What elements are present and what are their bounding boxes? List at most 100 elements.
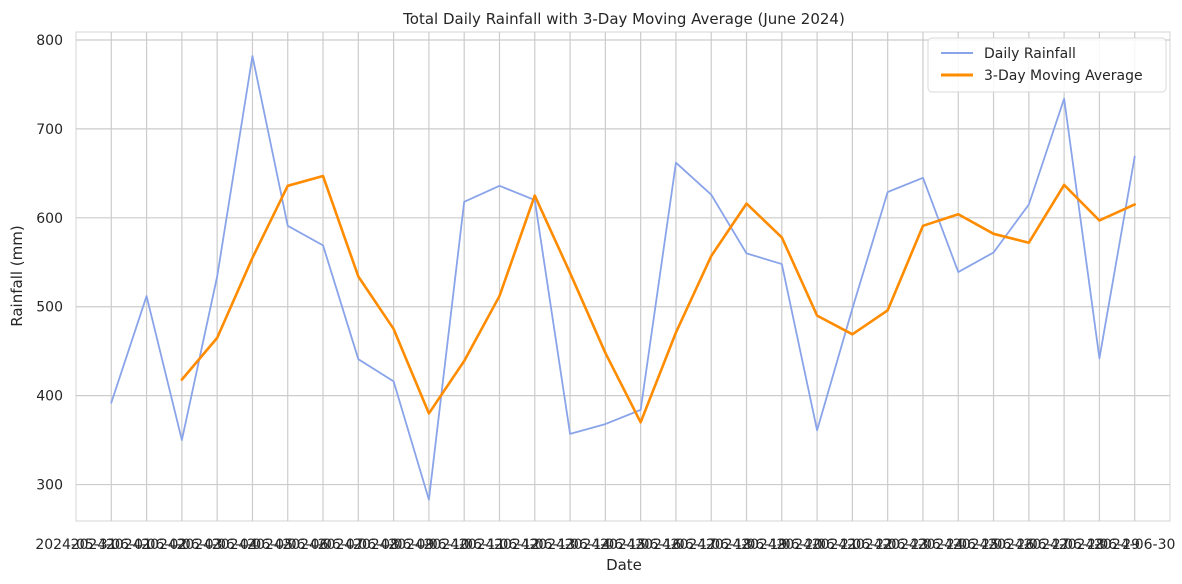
x-tick-label: 2024-06-27 (988, 537, 1069, 553)
x-tick-label: 2024-06-10 (388, 537, 469, 553)
data-point-moving-average (249, 255, 255, 261)
data-point-moving-average (708, 253, 714, 259)
x-tick-label: 2024-06-18 (671, 537, 752, 553)
data-point-moving-average (779, 234, 785, 240)
data-point-moving-average (991, 231, 997, 237)
legend-label-moving-average: 3-Day Moving Average (984, 68, 1143, 84)
data-point-daily-rainfall (144, 293, 150, 299)
data-point-moving-average (426, 410, 432, 416)
x-tick-label: 2024-06-11 (424, 537, 505, 553)
x-tick-label: 2024-06-28 (1023, 537, 1104, 553)
data-point-daily-rainfall (1096, 355, 1102, 361)
x-tick-label: 2024-06-26 (953, 537, 1034, 553)
x-tick-label: 2024-06-12 (459, 537, 540, 553)
y-tick-label: 500 (36, 300, 63, 316)
x-tick-label: 2024-06-21 (776, 537, 857, 553)
x-tick-label: 2024-06-30 (1094, 537, 1175, 553)
data-point-moving-average (461, 358, 467, 364)
y-tick-label: 800 (36, 33, 63, 49)
data-point-daily-rainfall (885, 189, 891, 195)
data-point-daily-rainfall (179, 437, 185, 443)
x-tick-label: 2024-06-14 (529, 537, 610, 553)
x-tick-label: 2024-06-15 (565, 537, 646, 553)
x-tick-label: 2024-06-19 (706, 537, 787, 553)
x-tick-label: 2024-06-06 (247, 537, 328, 553)
data-point-daily-rainfall (320, 242, 326, 248)
chart-title: Total Daily Rainfall with 3-Day Moving A… (402, 10, 845, 28)
y-axis-ticks: 300 400 500 600 700 800 (36, 33, 63, 494)
data-point-moving-average (849, 331, 855, 337)
data-point-moving-average (885, 307, 891, 313)
data-point-daily-rainfall (461, 199, 467, 205)
data-point-moving-average (214, 335, 220, 341)
series-lines (108, 53, 1138, 503)
x-tick-label: 2024-06-08 (318, 537, 399, 553)
data-point-daily-rainfall (1026, 201, 1032, 207)
y-axis-label: Rainfall (mm) (8, 225, 26, 326)
x-tick-label: 2024-06-22 (812, 537, 893, 553)
data-point-moving-average (179, 377, 185, 383)
data-point-daily-rainfall (602, 421, 608, 427)
data-point-moving-average (673, 330, 679, 336)
data-point-moving-average (1061, 182, 1067, 188)
data-point-moving-average (285, 183, 291, 189)
data-point-moving-average (955, 211, 961, 217)
data-point-daily-rainfall (814, 427, 820, 433)
data-point-daily-rainfall (744, 250, 750, 256)
data-point-moving-average (532, 193, 538, 199)
x-tick-label: 2024-05-31 (35, 537, 116, 553)
x-tick-label: 2024-06-02 (106, 537, 187, 553)
data-point-moving-average (638, 419, 644, 425)
data-point-daily-rainfall (638, 407, 644, 413)
data-point-daily-rainfall (567, 431, 573, 437)
x-tick-label: 2024-06-25 (918, 537, 999, 553)
data-point-daily-rainfall (1132, 153, 1138, 159)
legend-box (927, 37, 1167, 93)
series-line-moving-average (180, 174, 1137, 424)
x-tick-label: 2024-06-13 (494, 537, 575, 553)
y-tick-label: 700 (36, 122, 63, 138)
y-tick-label: 400 (36, 389, 63, 405)
data-point-moving-average (744, 201, 750, 207)
data-point-moving-average (391, 326, 397, 332)
y-tick-label: 300 (36, 478, 63, 494)
x-tick-label: 2024-06-20 (741, 537, 822, 553)
x-tick-label: 2024-06-07 (282, 537, 363, 553)
data-point-moving-average (814, 313, 820, 319)
data-point-moving-average (1026, 240, 1032, 246)
data-point-daily-rainfall (1061, 96, 1067, 102)
x-axis-ticks: 2024-05-312024-06-012024-06-022024-06-03… (35, 537, 1175, 553)
data-point-daily-rainfall (779, 261, 785, 267)
data-point-daily-rainfall (355, 356, 361, 362)
legend: Daily Rainfall 3-Day Moving Average (927, 37, 1167, 93)
data-point-daily-rainfall (426, 497, 432, 503)
data-point-daily-rainfall (496, 183, 502, 189)
data-point-daily-rainfall (214, 274, 220, 280)
data-point-moving-average (567, 270, 573, 276)
x-tick-label: 2024-06-01 (71, 537, 152, 553)
x-tick-label: 2024-06-09 (353, 537, 434, 553)
data-point-daily-rainfall (849, 306, 855, 312)
x-tick-label: 2024-06-04 (176, 537, 257, 553)
x-tick-label: 2024-06-16 (600, 537, 681, 553)
data-point-daily-rainfall (708, 192, 714, 198)
data-point-daily-rainfall (920, 175, 926, 181)
x-axis-label: Date (606, 556, 642, 574)
x-tick-label: 2024-06-03 (141, 537, 222, 553)
data-point-daily-rainfall (391, 378, 397, 384)
x-tick-label: 2024-06-05 (212, 537, 293, 553)
data-point-moving-average (1096, 217, 1102, 223)
x-tick-label: 2024-06-23 (847, 537, 928, 553)
y-tick-label: 600 (36, 211, 63, 227)
data-point-daily-rainfall (285, 223, 291, 229)
legend-label-daily-rainfall: Daily Rainfall (984, 46, 1076, 62)
data-point-daily-rainfall (249, 53, 255, 59)
data-point-moving-average (496, 293, 502, 299)
x-tick-label: 2024-06-24 (882, 537, 963, 553)
data-point-moving-average (355, 274, 361, 280)
data-point-daily-rainfall (991, 249, 997, 255)
data-point-moving-average (1132, 201, 1138, 207)
plot-area (75, 31, 1171, 522)
data-point-daily-rainfall (108, 400, 114, 406)
